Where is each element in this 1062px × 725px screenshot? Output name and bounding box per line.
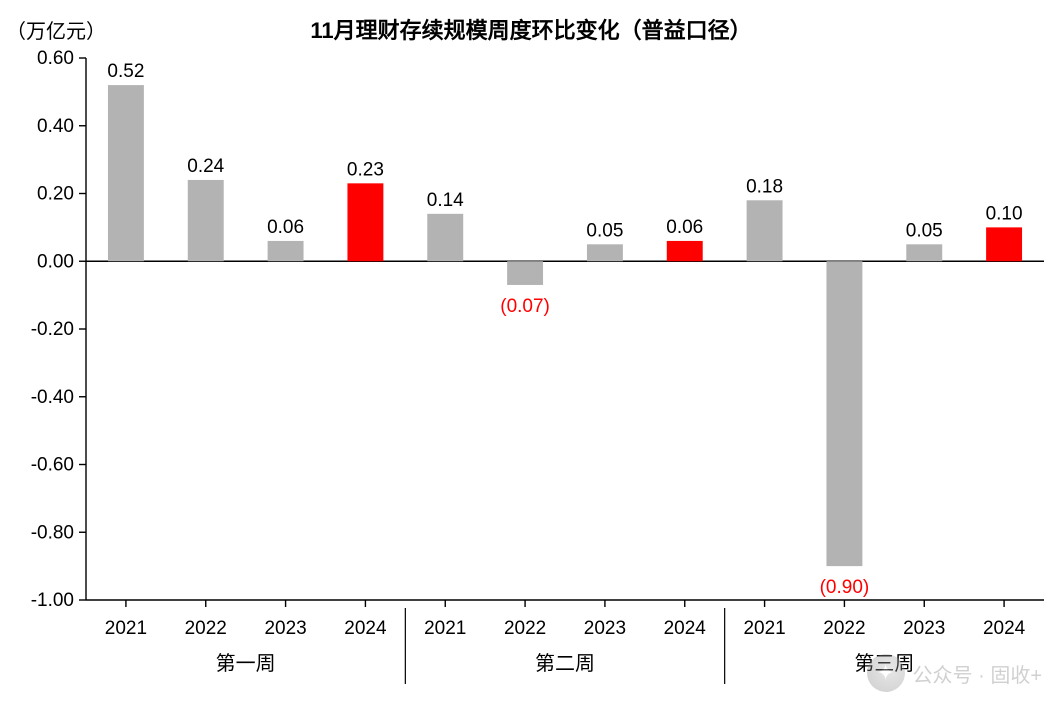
group-label: 第二周	[535, 652, 595, 675]
year-label: 2023	[264, 618, 306, 639]
year-label: 2022	[504, 618, 546, 639]
chart-title: 11月理财存续规模周度环比变化（普益口径）	[310, 18, 751, 43]
value-label: 0.05	[586, 220, 623, 241]
value-label: 0.24	[187, 156, 224, 177]
bar	[188, 180, 224, 261]
value-label: 0.18	[746, 176, 783, 197]
chart-bg	[0, 0, 1062, 720]
bar	[507, 261, 543, 285]
bar	[906, 244, 942, 261]
bar	[587, 244, 623, 261]
value-label: 0.05	[906, 220, 943, 241]
bar	[667, 241, 703, 261]
chart-svg: 11月理财存续规模周度环比变化（普益口径） （万亿元） -1.00 -0.80 -0.6…	[0, 0, 1062, 720]
y-tick-label: -0.80	[31, 522, 74, 543]
year-label: 2024	[983, 618, 1026, 639]
value-label: 0.23	[347, 159, 384, 180]
year-label: 2022	[823, 618, 865, 639]
y-tick-label: -0.40	[31, 387, 74, 408]
value-label: 0.14	[427, 190, 464, 211]
wechat-icon-glyph: ✦	[876, 660, 894, 686]
year-label: 2024	[344, 618, 387, 639]
bar-chart: 11月理财存续规模周度环比变化（普益口径） （万亿元） -1.00 -0.80 -0.6…	[0, 0, 1062, 720]
y-tick-label: 0.00	[37, 251, 74, 272]
y-tick-label: 0.40	[37, 116, 74, 137]
y-tick-label: -0.60	[31, 455, 74, 476]
year-label: 2021	[424, 618, 466, 639]
value-label: 0.06	[666, 217, 703, 238]
year-label: 2023	[584, 618, 626, 639]
bar	[108, 85, 144, 261]
value-label: (0.07)	[500, 296, 550, 317]
bar	[427, 214, 463, 261]
y-tick-label: 0.60	[37, 48, 74, 69]
year-label: 2022	[185, 618, 227, 639]
group-label: 第一周	[216, 652, 276, 675]
watermark: ✦ 公众号 · 固收+	[867, 654, 1042, 692]
value-label: 0.06	[267, 217, 304, 238]
year-label: 2021	[105, 618, 147, 639]
value-label: (0.90)	[820, 577, 870, 598]
watermark-text: 公众号 · 固收+	[913, 659, 1042, 688]
bar	[986, 227, 1022, 261]
wechat-icon: ✦	[867, 654, 905, 692]
bar	[747, 200, 783, 261]
bar	[268, 241, 304, 261]
bar	[826, 261, 862, 566]
value-label: 0.10	[986, 203, 1023, 224]
y-tick-label: 0.20	[37, 184, 74, 205]
year-label: 2021	[743, 618, 785, 639]
bar	[347, 183, 383, 261]
y-tick-label: -0.20	[31, 319, 74, 340]
y-axis-unit: （万亿元）	[6, 20, 106, 43]
year-label: 2024	[664, 618, 707, 639]
y-tick-label: -1.00	[31, 590, 74, 611]
year-label: 2023	[903, 618, 945, 639]
value-label: 0.52	[107, 61, 144, 82]
